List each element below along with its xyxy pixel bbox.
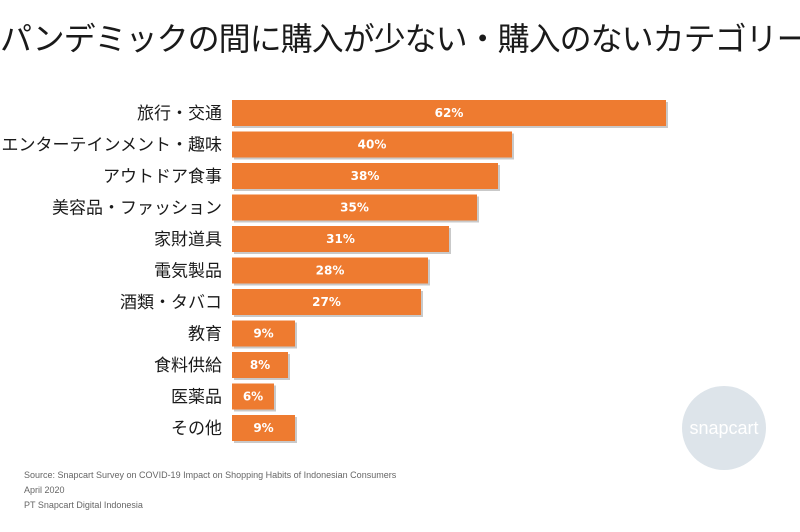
source-line: Source: Snapcart Survey on COVID-19 Impa… [24, 470, 397, 480]
value-label: 8% [250, 358, 270, 372]
bar [232, 320, 295, 347]
category-label: 電気製品 [154, 262, 222, 282]
bar [232, 415, 295, 441]
value-label: 40% [358, 138, 387, 152]
value-label: 9% [253, 421, 273, 435]
chart-title: パンデミックの間に購入が少ない・購入のないカテゴリー [0, 20, 800, 58]
date-line: April 2020 [24, 485, 65, 495]
bar [232, 100, 666, 126]
category-label: 食料供給 [154, 356, 222, 376]
value-label: 9% [253, 327, 273, 341]
value-label: 6% [243, 390, 263, 404]
bar [232, 163, 498, 189]
bar [232, 226, 449, 252]
category-label: 旅行・交通 [137, 104, 222, 124]
bar [232, 352, 288, 378]
bar [232, 131, 512, 158]
value-label: 31% [326, 232, 355, 246]
category-label: 医薬品 [171, 388, 222, 408]
bar [232, 257, 428, 284]
value-label: 62% [435, 106, 464, 120]
category-label: 酒類・タバコ [120, 293, 222, 313]
value-label: 35% [340, 201, 369, 215]
value-label: 38% [351, 169, 380, 183]
bar [232, 383, 274, 410]
bar [232, 289, 421, 315]
category-label: エンターテインメント・趣味 [2, 136, 223, 156]
category-label: その他 [171, 419, 222, 439]
category-label: 教育 [188, 325, 222, 345]
source-footer: Source: Snapcart Survey on COVID-19 Impa… [24, 468, 396, 513]
value-label: 27% [312, 295, 341, 309]
bar-chart: 旅行・交通 62% エンターテインメント・趣味 40% アウトドア食事 38% 美容品・ファ… [2, 100, 668, 443]
category-label: 美容品・ファッション [52, 199, 222, 219]
snapcart-logo: snapcart [682, 386, 766, 470]
logo-text: snapcart [689, 417, 759, 438]
company-line: PT Snapcart Digital Indonesia [24, 500, 143, 510]
bar [232, 194, 477, 221]
value-label: 28% [316, 264, 345, 278]
category-label: アウトドア食事 [103, 167, 222, 187]
category-label: 家財道具 [154, 230, 222, 250]
